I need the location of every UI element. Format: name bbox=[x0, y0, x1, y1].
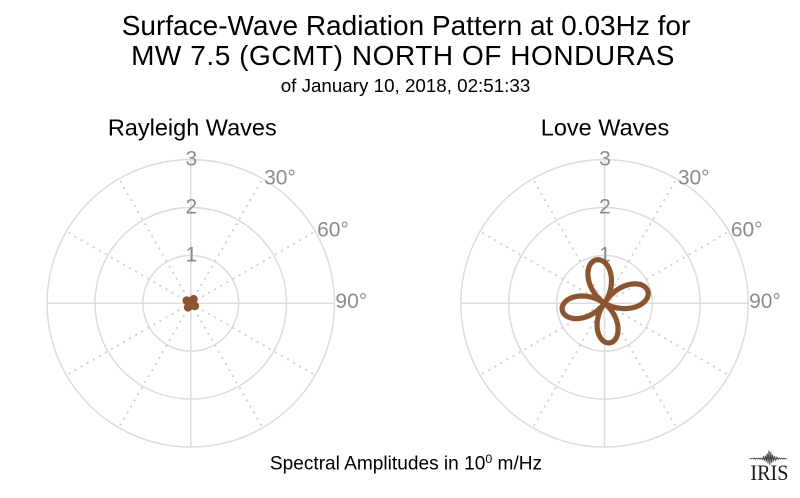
svg-text:2: 2 bbox=[599, 196, 611, 219]
svg-text:of January 10, 2018, 02:51:33: of January 10, 2018, 02:51:33 bbox=[281, 75, 531, 96]
svg-text:MW 7.5 (GCMT) NORTH OF HONDURA: MW 7.5 (GCMT) NORTH OF HONDURAS bbox=[131, 40, 675, 71]
svg-text:3: 3 bbox=[599, 148, 611, 171]
svg-text:Rayleigh Waves: Rayleigh Waves bbox=[108, 115, 277, 141]
svg-text:2: 2 bbox=[185, 196, 197, 219]
svg-text:Love Waves: Love Waves bbox=[541, 115, 669, 141]
svg-text:90°: 90° bbox=[335, 290, 367, 313]
svg-text:IRIS: IRIS bbox=[750, 460, 788, 485]
svg-text:30°: 30° bbox=[678, 166, 710, 189]
svg-text:Spectral Amplitudes in 100 m/H: Spectral Amplitudes in 100 m/Hz bbox=[270, 452, 542, 474]
svg-text:1: 1 bbox=[185, 243, 197, 266]
svg-text:3: 3 bbox=[185, 148, 197, 171]
svg-text:90°: 90° bbox=[749, 290, 781, 313]
svg-text:60°: 60° bbox=[317, 219, 349, 242]
svg-text:1: 1 bbox=[599, 243, 611, 266]
svg-text:60°: 60° bbox=[731, 219, 763, 242]
svg-text:30°: 30° bbox=[264, 166, 296, 189]
svg-text:Surface-Wave Radiation Pattern: Surface-Wave Radiation Pattern at 0.03Hz… bbox=[122, 10, 691, 41]
